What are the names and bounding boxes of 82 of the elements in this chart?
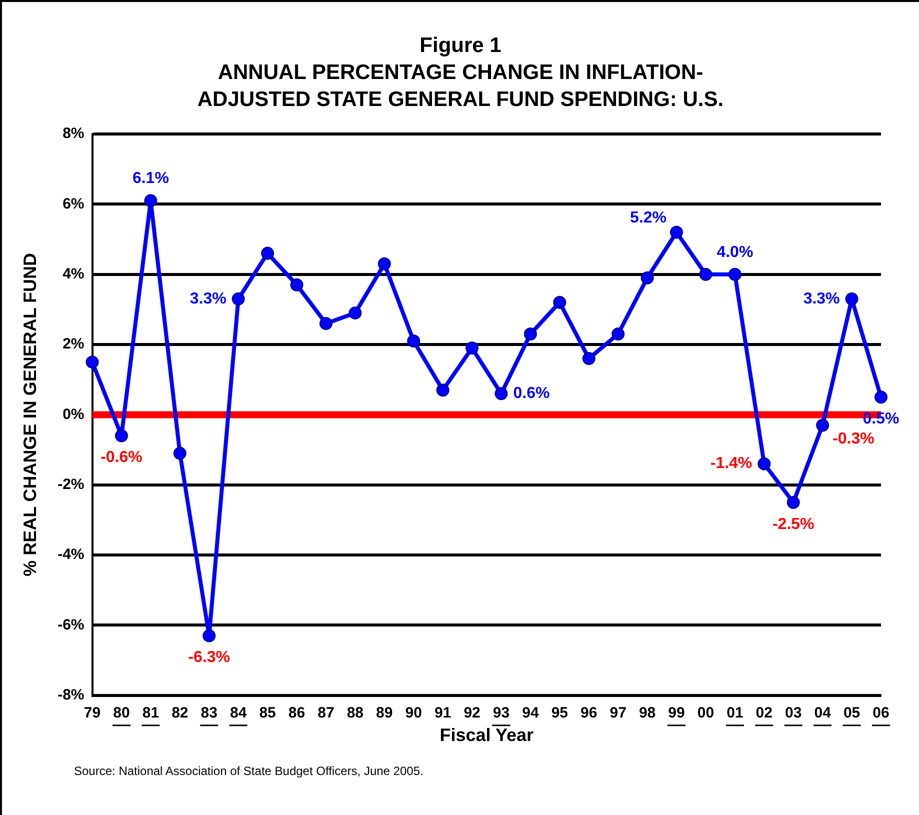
- y-tick-label: -6%: [58, 616, 84, 634]
- y-axis-title: % REAL CHANGE IN GENERAL FUND: [20, 253, 40, 576]
- point: [466, 342, 479, 355]
- point: [524, 328, 537, 340]
- x-tick-label: 05: [843, 704, 860, 722]
- y-tick-label: 4%: [62, 265, 84, 282]
- point: [670, 226, 684, 239]
- point: [494, 387, 508, 400]
- point: [378, 257, 391, 270]
- data-label: -6.3%: [188, 649, 230, 666]
- x-tick-label: 06: [872, 704, 890, 722]
- point: [319, 316, 332, 330]
- point: [436, 384, 450, 397]
- point: [699, 268, 712, 281]
- x-tick-label: 99: [668, 704, 685, 722]
- y-tick-label: 0%: [62, 406, 84, 423]
- x-tick-label: 85: [259, 704, 276, 722]
- point: [173, 446, 186, 460]
- y-tick-label: 8%: [62, 125, 84, 142]
- data-label: 6.1%: [132, 170, 169, 188]
- y-tick-label: 2%: [62, 336, 84, 353]
- point: [758, 457, 771, 470]
- x-tick-label: 00: [697, 704, 714, 722]
- point: [144, 194, 158, 208]
- x-tick-label: 96: [580, 704, 598, 722]
- x-tick-label: 03: [785, 704, 802, 722]
- data-label: -2.5%: [772, 516, 814, 533]
- data-label: -0.6%: [100, 449, 142, 466]
- source-note: Source: National Association of State Budget Officers, June 2005.: [74, 764, 424, 778]
- data-label: 4.0%: [716, 244, 754, 261]
- point: [874, 390, 888, 404]
- x-tick-label: 95: [551, 704, 568, 722]
- point: [553, 296, 566, 309]
- point: [845, 292, 858, 306]
- data-label: -0.3%: [832, 430, 874, 448]
- point: [290, 278, 304, 292]
- data-label: 5.2%: [630, 210, 667, 227]
- x-tick-label: 98: [638, 704, 656, 722]
- point: [786, 496, 800, 509]
- x-tick-label: 82: [172, 704, 188, 722]
- x-tick-label: 80: [113, 704, 130, 722]
- point: [582, 352, 596, 366]
- x-tick-label: 93: [492, 704, 510, 722]
- x-tick-label: 94: [522, 704, 540, 722]
- point: [816, 418, 830, 432]
- chart-title: Figure 1: [418, 33, 502, 59]
- x-tick-label: 02: [756, 704, 772, 722]
- x-tick-label: 84: [230, 704, 248, 722]
- x-tick-label: 88: [346, 704, 364, 722]
- y-tick-label: -2%: [58, 476, 84, 494]
- point: [86, 356, 99, 369]
- data-label: -1.4%: [710, 455, 752, 472]
- x-tick-label: 83: [200, 704, 218, 722]
- x-tick-label: 81: [142, 704, 160, 722]
- x-tick-label: 97: [610, 704, 626, 722]
- point: [114, 429, 128, 442]
- x-tick-label: 92: [464, 704, 480, 722]
- data-label: 3.3%: [803, 290, 840, 308]
- x-tick-label: 04: [814, 704, 832, 722]
- point: [261, 246, 274, 260]
- point: [232, 292, 245, 306]
- x-tick-label: 89: [376, 704, 393, 722]
- point: [348, 306, 362, 320]
- point: [728, 268, 742, 281]
- y-tick-label: 6%: [62, 195, 84, 212]
- data-label: 0.5%: [862, 410, 900, 428]
- x-tick-label: 86: [288, 704, 306, 722]
- x-tick-label: 87: [318, 704, 334, 722]
- point: [202, 629, 216, 642]
- x-tick-label: 79: [84, 704, 101, 722]
- y-tick-label: -8%: [58, 686, 84, 704]
- point: [612, 328, 625, 340]
- y-tick-label: -4%: [58, 546, 84, 564]
- data-label: 0.6%: [513, 385, 550, 402]
- x-tick-label: 91: [434, 704, 452, 722]
- data-label: 3.3%: [190, 290, 226, 308]
- point: [640, 271, 654, 284]
- point: [407, 334, 420, 348]
- x-tick-label: 90: [405, 704, 422, 722]
- x-tick-label: 01: [726, 704, 744, 722]
- chart-subtitle: ANNUAL PERCENTAGE CHANGE IN INFLATION-ADJUSTED STATE GENERAL FUND SPENDING: U.S.: [196, 60, 725, 113]
- x-axis-title: Fiscal Year: [440, 725, 534, 746]
